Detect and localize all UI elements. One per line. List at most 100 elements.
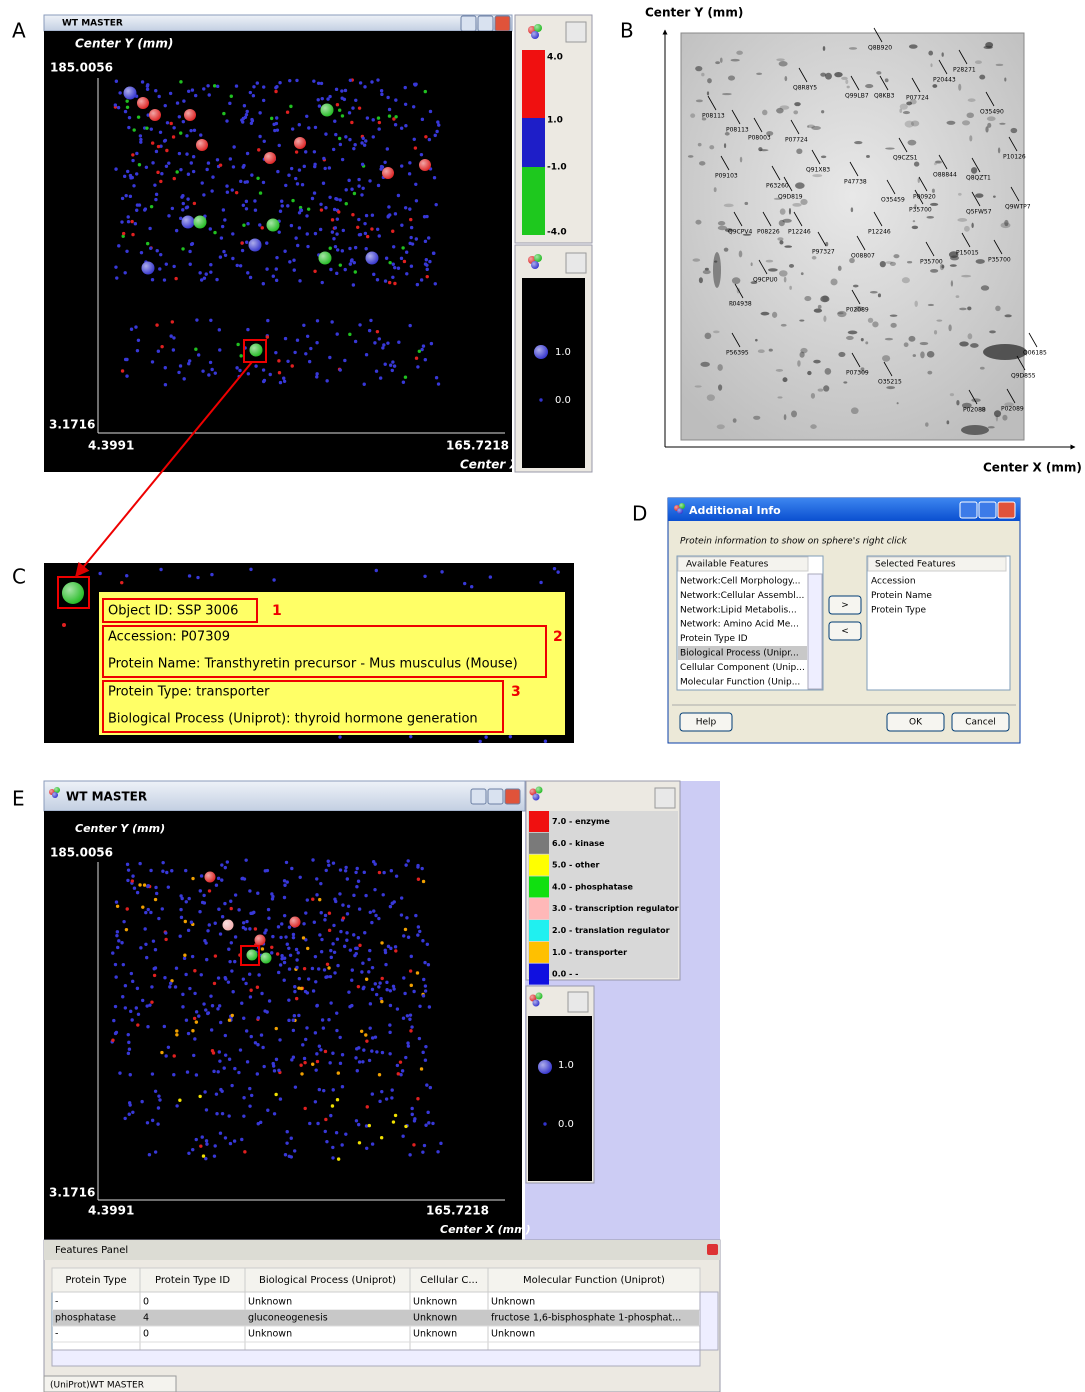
cell[interactable]: Unknown — [413, 1313, 457, 1324]
button-label[interactable]: OK — [909, 718, 923, 728]
spot — [417, 878, 420, 881]
gel-spot — [766, 260, 774, 263]
spot — [206, 84, 209, 87]
list-item[interactable]: Biological Process (Unipr... — [680, 649, 799, 659]
window-button[interactable] — [998, 502, 1015, 518]
spot-label: P56395 — [726, 350, 749, 357]
gel-spot — [717, 424, 725, 429]
list-item[interactable]: Protein Type ID — [680, 634, 748, 644]
spot — [360, 193, 363, 196]
gel-spot — [707, 394, 715, 401]
gel-spot — [707, 78, 712, 83]
spot — [421, 1051, 424, 1054]
list-item[interactable]: Accession — [871, 577, 916, 587]
spot — [179, 131, 182, 134]
cell[interactable]: Unknown — [413, 1297, 457, 1308]
spot — [164, 139, 167, 142]
spot — [315, 375, 318, 378]
button-label[interactable]: Help — [696, 718, 717, 728]
spot — [370, 80, 373, 83]
spot-label: P02089 — [1001, 406, 1024, 413]
spot — [243, 1150, 246, 1153]
spot — [304, 150, 307, 153]
spot — [377, 917, 380, 920]
cell[interactable]: Unknown — [248, 1329, 292, 1340]
cell[interactable]: Unknown — [413, 1329, 457, 1340]
gel-spot — [834, 72, 842, 77]
list-item[interactable]: Network:Cell Morphology... — [680, 577, 801, 587]
cell[interactable]: - — [55, 1329, 58, 1340]
cell[interactable]: fructose 1,6-bisphosphate 1-phosphat... — [491, 1313, 681, 1324]
column-header[interactable]: Molecular Function (Uniprot) — [523, 1275, 665, 1286]
window-button[interactable] — [979, 502, 996, 518]
list-item[interactable]: Network:Lipid Metabolis... — [680, 605, 797, 615]
sphere-highlight — [62, 582, 84, 604]
gel-spot — [854, 141, 862, 144]
list-item[interactable]: Network: Amino Acid Me... — [680, 620, 799, 630]
cell[interactable]: 0 — [143, 1329, 149, 1340]
spot — [274, 90, 277, 93]
spot — [282, 377, 285, 380]
spot — [286, 204, 289, 207]
spot — [192, 155, 195, 158]
window-button[interactable] — [960, 502, 977, 518]
tab-label[interactable]: (UniProt)WT MASTER — [50, 1381, 144, 1391]
list-item[interactable]: Cellular Component (Unip... — [680, 663, 805, 673]
spot — [380, 1090, 383, 1093]
window-button[interactable] — [505, 789, 520, 804]
spot — [167, 885, 170, 888]
cell[interactable]: Unknown — [248, 1297, 292, 1308]
close-button[interactable] — [707, 1244, 718, 1255]
window-button[interactable] — [495, 16, 510, 31]
spot — [173, 177, 176, 180]
list-item[interactable]: Protein Type — [871, 605, 927, 615]
cell[interactable]: gluconeogenesis — [248, 1313, 328, 1324]
spot — [145, 1004, 148, 1007]
button-label[interactable]: > — [841, 601, 849, 611]
spot — [323, 167, 326, 170]
spot — [179, 80, 182, 83]
spot — [127, 1041, 130, 1044]
spot — [275, 116, 278, 119]
column-header[interactable]: Protein Type — [65, 1275, 126, 1286]
window-button[interactable] — [471, 789, 486, 804]
legend-button[interactable] — [568, 992, 588, 1012]
cell[interactable]: Unknown — [491, 1329, 535, 1340]
spot — [409, 1013, 412, 1016]
spot — [256, 81, 259, 84]
column-header[interactable]: Protein Type ID — [155, 1275, 230, 1286]
cell[interactable]: phosphatase — [55, 1313, 116, 1324]
spot — [418, 1005, 421, 1008]
sphere-highlight — [536, 787, 543, 794]
spot — [378, 121, 381, 124]
spot — [321, 281, 324, 284]
button-label[interactable]: < — [841, 627, 849, 637]
window-button[interactable] — [488, 789, 503, 804]
spot — [306, 991, 309, 994]
cell[interactable]: Unknown — [491, 1297, 535, 1308]
cell[interactable]: 4 — [143, 1313, 149, 1324]
window-button[interactable] — [478, 16, 493, 31]
cell[interactable]: 0 — [143, 1297, 149, 1308]
spot — [272, 1064, 275, 1067]
spot — [205, 1108, 208, 1111]
spot — [224, 254, 227, 257]
list-item[interactable]: Protein Name — [871, 591, 932, 601]
legend-label: 1.0 — [555, 347, 571, 358]
spot — [388, 114, 391, 117]
list-item[interactable]: Molecular Function (Unip... — [680, 677, 800, 687]
cell[interactable]: - — [55, 1297, 58, 1308]
button-label[interactable]: Cancel — [965, 718, 996, 728]
legend-button[interactable] — [566, 22, 586, 42]
spot — [179, 908, 182, 911]
spot — [275, 256, 278, 259]
spot — [354, 871, 357, 874]
column-header[interactable]: Biological Process (Uniprot) — [259, 1275, 396, 1286]
legend-button[interactable] — [566, 253, 586, 273]
legend-button[interactable] — [655, 788, 675, 808]
spot-label: O35459 — [881, 197, 905, 204]
window-button[interactable] — [461, 16, 476, 31]
column-header[interactable]: Cellular C... — [420, 1275, 478, 1286]
spot — [252, 94, 255, 97]
list-item[interactable]: Network:Cellular Assembl... — [680, 591, 804, 601]
